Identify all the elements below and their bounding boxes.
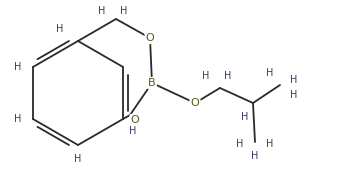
Text: H: H: [14, 62, 22, 72]
Text: H: H: [251, 151, 259, 161]
Text: H: H: [266, 68, 274, 78]
Text: H: H: [202, 71, 210, 81]
Text: O: O: [191, 98, 200, 108]
Text: H: H: [98, 6, 106, 16]
Text: H: H: [56, 24, 64, 34]
Text: H: H: [120, 6, 128, 16]
Text: H: H: [290, 90, 298, 100]
Text: H: H: [241, 112, 249, 122]
Text: H: H: [74, 154, 82, 164]
Text: O: O: [131, 115, 140, 125]
Text: H: H: [236, 139, 244, 149]
Text: H: H: [266, 139, 274, 149]
Text: O: O: [146, 33, 154, 43]
Text: H: H: [224, 71, 232, 81]
Text: H: H: [290, 75, 298, 85]
Text: B: B: [148, 78, 156, 88]
Text: H: H: [14, 114, 22, 124]
Text: H: H: [129, 126, 137, 136]
